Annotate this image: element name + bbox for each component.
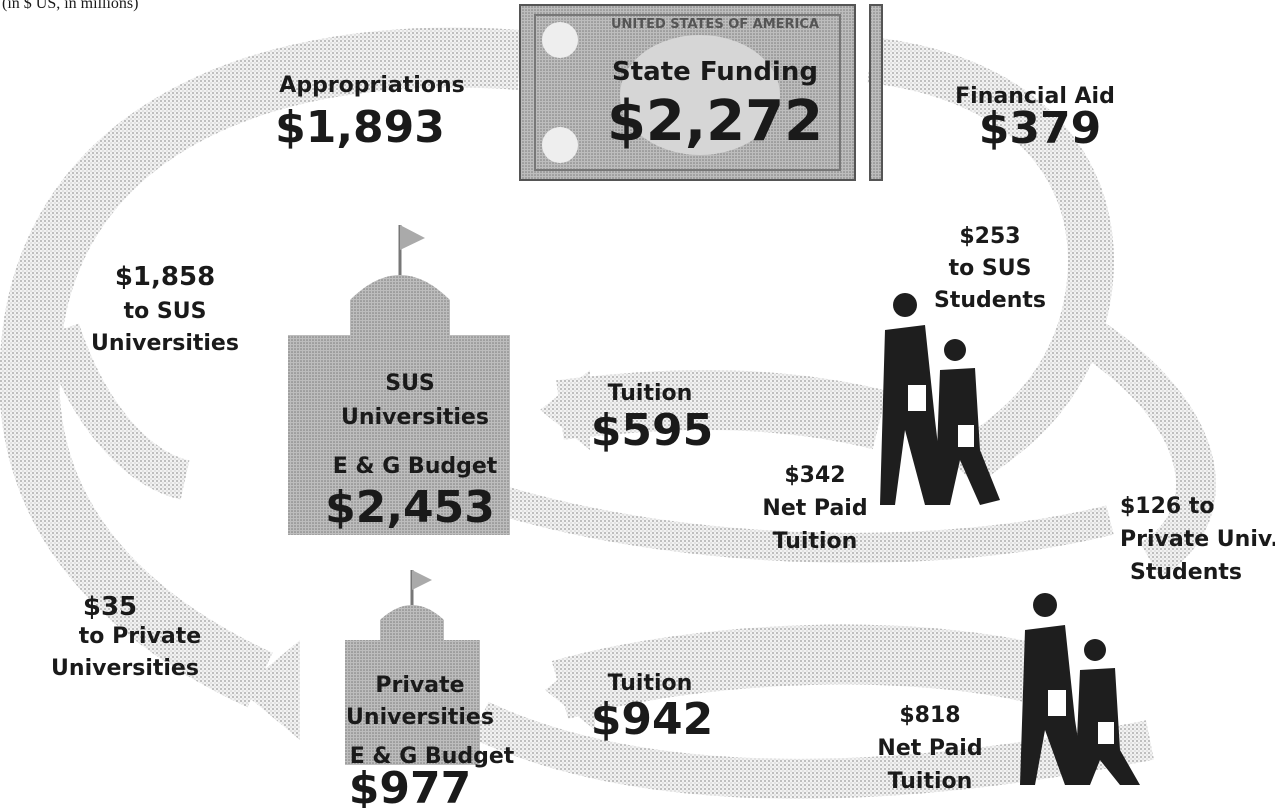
sus-students-line: to SUS [949,256,1032,281]
sus-net-tuition: Net Paid [762,496,867,521]
appropriations-label: Appropriations [279,73,464,98]
to-private-amount: $35 [83,592,137,622]
private-students-icon [1020,593,1140,785]
to-sus-amount: $1,858 [115,262,215,292]
private-students-line: Private Univ. [1120,527,1275,552]
private-students-line: $126 to [1120,494,1215,519]
sus-budget: $2,453 [325,482,495,533]
private-name: Universities [346,705,494,730]
bill-banner: UNITED STATES OF AMERICA [611,17,819,32]
private-students-line: Students [1130,560,1242,585]
private-budget: $977 [349,763,471,808]
appropriations-amount: $1,893 [275,102,445,153]
sus-tuition-label: Tuition [608,381,693,406]
private-building [345,570,480,765]
sus-budget-label: E & G Budget [333,454,498,479]
to-private-line: to Private [79,624,201,649]
sus-name: Universities [341,405,489,430]
sus-students-amount: $253 [959,224,1020,249]
sus-tuition-amount: $595 [591,405,713,456]
financial-aid-amount: $379 [979,103,1101,154]
private-net-tuition: Tuition [888,769,973,794]
to-private-line: Universities [51,656,199,681]
sus-students-icon [880,293,1000,505]
state-funding-amount: $2,272 [607,89,823,154]
private-tuition-amount: $942 [591,694,713,745]
sus-students-line: Students [934,288,1046,313]
state-funding-label: State Funding [612,57,818,87]
private-tuition-label: Tuition [608,671,693,696]
sus-name: SUS [385,371,435,396]
private-name: Private [375,673,464,698]
sus-net-tuition: Tuition [773,529,858,554]
note: (in $ US, in millions) [2,0,138,12]
diagram: (in $ US, in millions) UNITED STATES OF … [0,0,1275,808]
to-sus-line: to SUS [124,299,207,324]
sus-net-tuition: $342 [784,463,845,488]
to-sus-line: Universities [91,331,239,356]
private-net-tuition: $818 [899,703,960,728]
private-net-tuition: Net Paid [877,736,982,761]
